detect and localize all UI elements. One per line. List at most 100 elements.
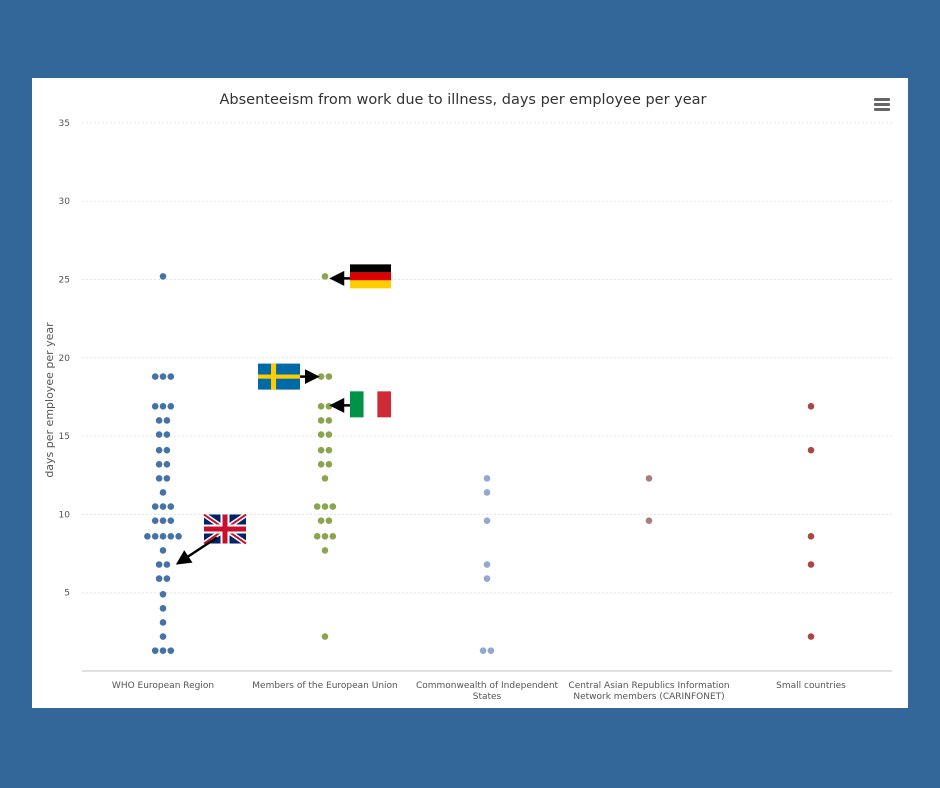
data-point bbox=[163, 575, 171, 582]
x-category-label: Small countries bbox=[776, 681, 846, 691]
data-point bbox=[163, 446, 171, 454]
data-point bbox=[163, 475, 171, 482]
data-point bbox=[175, 533, 182, 540]
data-point bbox=[487, 647, 495, 654]
y-tick-label: 30 bbox=[59, 197, 71, 207]
y-tick-label: 10 bbox=[59, 510, 71, 520]
scatter-plot: 5 10 15 20 25 30 35 days per employee per year W… bbox=[43, 119, 892, 702]
data-point bbox=[151, 373, 159, 380]
data-point bbox=[325, 460, 333, 468]
data-point bbox=[151, 533, 159, 540]
data-point bbox=[163, 460, 171, 468]
x-category-label: WHO European Region bbox=[112, 681, 214, 691]
data-point bbox=[155, 417, 163, 424]
x-category-label: Network members (CARINFONET) bbox=[573, 692, 724, 702]
data-point bbox=[155, 446, 163, 454]
y-tick-label: 15 bbox=[59, 432, 70, 442]
y-tick-label: 35 bbox=[59, 119, 70, 129]
data-point bbox=[807, 561, 815, 568]
data-point bbox=[151, 647, 159, 654]
x-category-label: Central Asian Republics Information bbox=[568, 681, 729, 691]
data-point bbox=[321, 273, 329, 280]
data-point bbox=[155, 460, 163, 468]
data-point bbox=[483, 489, 491, 496]
data-point bbox=[159, 619, 167, 626]
data-point bbox=[483, 561, 491, 568]
data-point bbox=[163, 431, 171, 438]
data-point bbox=[167, 533, 175, 540]
y-tick-label: 5 bbox=[64, 589, 70, 599]
data-point bbox=[807, 633, 815, 640]
data-point bbox=[329, 503, 337, 510]
x-category-label: States bbox=[473, 692, 502, 702]
data-point bbox=[329, 533, 337, 540]
hamburger-menu-icon[interactable] bbox=[874, 98, 890, 112]
y-tick-label: 20 bbox=[59, 354, 71, 364]
data-point bbox=[159, 517, 167, 524]
data-point bbox=[151, 517, 159, 524]
data-point bbox=[151, 503, 159, 510]
data-point bbox=[317, 446, 325, 454]
data-point bbox=[321, 633, 329, 640]
data-point bbox=[167, 517, 175, 524]
data-point bbox=[163, 561, 171, 568]
data-point bbox=[313, 533, 321, 540]
data-point bbox=[325, 446, 333, 454]
data-point bbox=[325, 431, 333, 438]
data-point bbox=[159, 633, 167, 640]
data-point bbox=[159, 403, 167, 410]
italy-flag bbox=[350, 391, 391, 418]
chart-title: Absenteeism from work due to illness, da… bbox=[219, 92, 707, 108]
data-point bbox=[167, 373, 175, 380]
data-point bbox=[151, 403, 159, 410]
data-point bbox=[317, 517, 325, 524]
data-point bbox=[483, 575, 491, 582]
data-point bbox=[325, 517, 333, 524]
data-point bbox=[325, 403, 333, 410]
data-point bbox=[313, 503, 321, 510]
chart-card: Absenteeism from work due to illness, da… bbox=[32, 78, 908, 708]
data-point bbox=[317, 403, 325, 410]
data-point bbox=[807, 533, 815, 540]
united-kingdom-flag bbox=[202, 512, 248, 546]
data-point bbox=[317, 373, 325, 380]
data-point bbox=[155, 475, 163, 482]
data-point bbox=[155, 561, 163, 568]
data-point bbox=[144, 533, 151, 540]
data-point bbox=[483, 475, 491, 482]
data-point bbox=[159, 647, 167, 654]
data-point bbox=[325, 373, 333, 380]
data-point bbox=[321, 547, 329, 554]
germany-flag bbox=[350, 264, 391, 289]
data-point bbox=[321, 503, 329, 510]
data-point bbox=[159, 489, 167, 496]
annotation-arrow bbox=[175, 536, 218, 565]
data-point bbox=[159, 590, 167, 598]
data-point bbox=[645, 517, 653, 524]
data-point bbox=[807, 446, 815, 454]
x-category-label: Commonwealth of Independent bbox=[416, 681, 559, 691]
data-point bbox=[317, 460, 325, 468]
data-point bbox=[483, 517, 491, 524]
data-point bbox=[321, 533, 329, 540]
data-point bbox=[167, 403, 175, 410]
sweden-flag bbox=[258, 363, 300, 390]
data-point bbox=[645, 475, 653, 482]
data-point bbox=[325, 417, 333, 424]
data-point bbox=[317, 431, 325, 438]
data-point bbox=[479, 647, 487, 654]
data-point bbox=[807, 403, 815, 410]
data-point bbox=[167, 647, 175, 654]
data-point bbox=[159, 503, 167, 510]
data-point bbox=[159, 547, 167, 554]
data-point bbox=[159, 533, 167, 540]
data-point bbox=[159, 605, 167, 612]
y-axis-title: days per employee per year bbox=[43, 322, 56, 478]
data-point bbox=[163, 417, 171, 424]
data-point bbox=[167, 503, 175, 510]
x-category-label: Members of the European Union bbox=[252, 681, 397, 691]
data-point bbox=[155, 575, 163, 582]
data-point bbox=[155, 431, 163, 438]
data-point bbox=[159, 273, 167, 280]
y-tick-label: 25 bbox=[59, 276, 70, 286]
